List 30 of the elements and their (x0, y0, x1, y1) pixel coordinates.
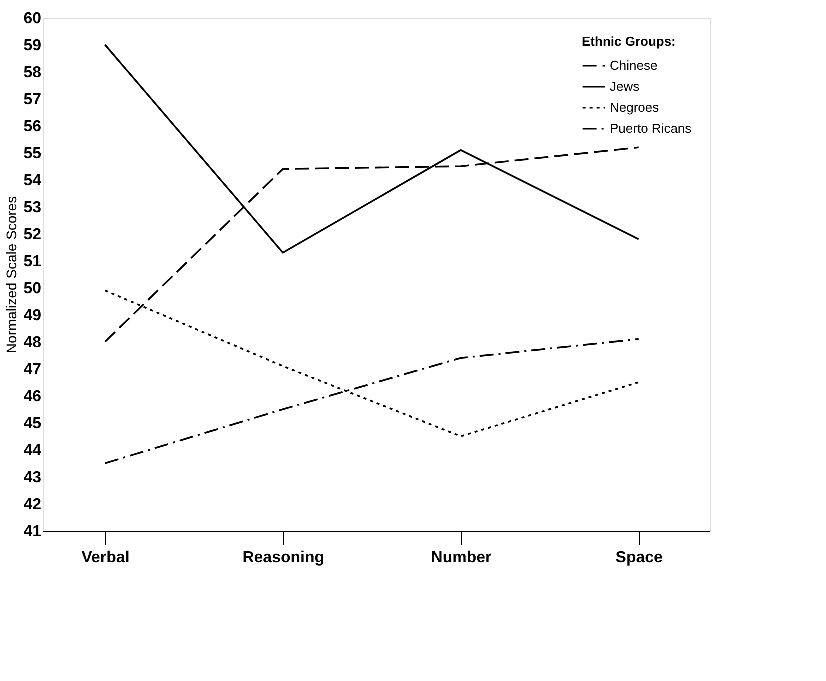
y-tick-label: 47 (24, 362, 42, 378)
y-tick-label: 44 (24, 442, 42, 460)
legend-label: Puerto Ricans (610, 121, 692, 136)
legend-title: Ethnic Groups: (582, 34, 676, 49)
y-axis-title: Normalized Scale Scores (4, 196, 20, 354)
legend-label: Jews (610, 79, 640, 94)
y-tick-label: 46 (24, 388, 42, 406)
y-tick-label: 49 (24, 308, 42, 324)
y-tick-label: 50 (24, 280, 42, 298)
y-tick-label: 58 (24, 64, 42, 82)
x-tick-label: Verbal (82, 550, 130, 566)
y-tick-label: 53 (24, 200, 42, 216)
y-tick-label: 57 (24, 92, 42, 108)
y-tick-label: 55 (24, 146, 42, 162)
y-tick-label: 56 (24, 118, 42, 136)
x-tick-label: Space (616, 550, 664, 566)
y-tick-label: 59 (24, 38, 42, 54)
y-tick-label: 48 (24, 334, 42, 352)
x-tick-label: Reasoning (242, 550, 325, 566)
legend-label: Chinese (610, 58, 658, 73)
y-tick-label: 43 (24, 470, 42, 486)
y-tick-label: 52 (24, 226, 42, 244)
y-tick-label: 41 (24, 524, 42, 540)
y-tick-label: 51 (24, 254, 42, 270)
y-tick-label: 54 (24, 172, 42, 190)
y-tick-label: 42 (24, 496, 42, 514)
y-tick-label: 60 (24, 10, 42, 28)
y-tick-label: 45 (24, 416, 42, 432)
legend-label: Negroes (610, 100, 660, 115)
x-tick-label: Number (431, 550, 492, 566)
